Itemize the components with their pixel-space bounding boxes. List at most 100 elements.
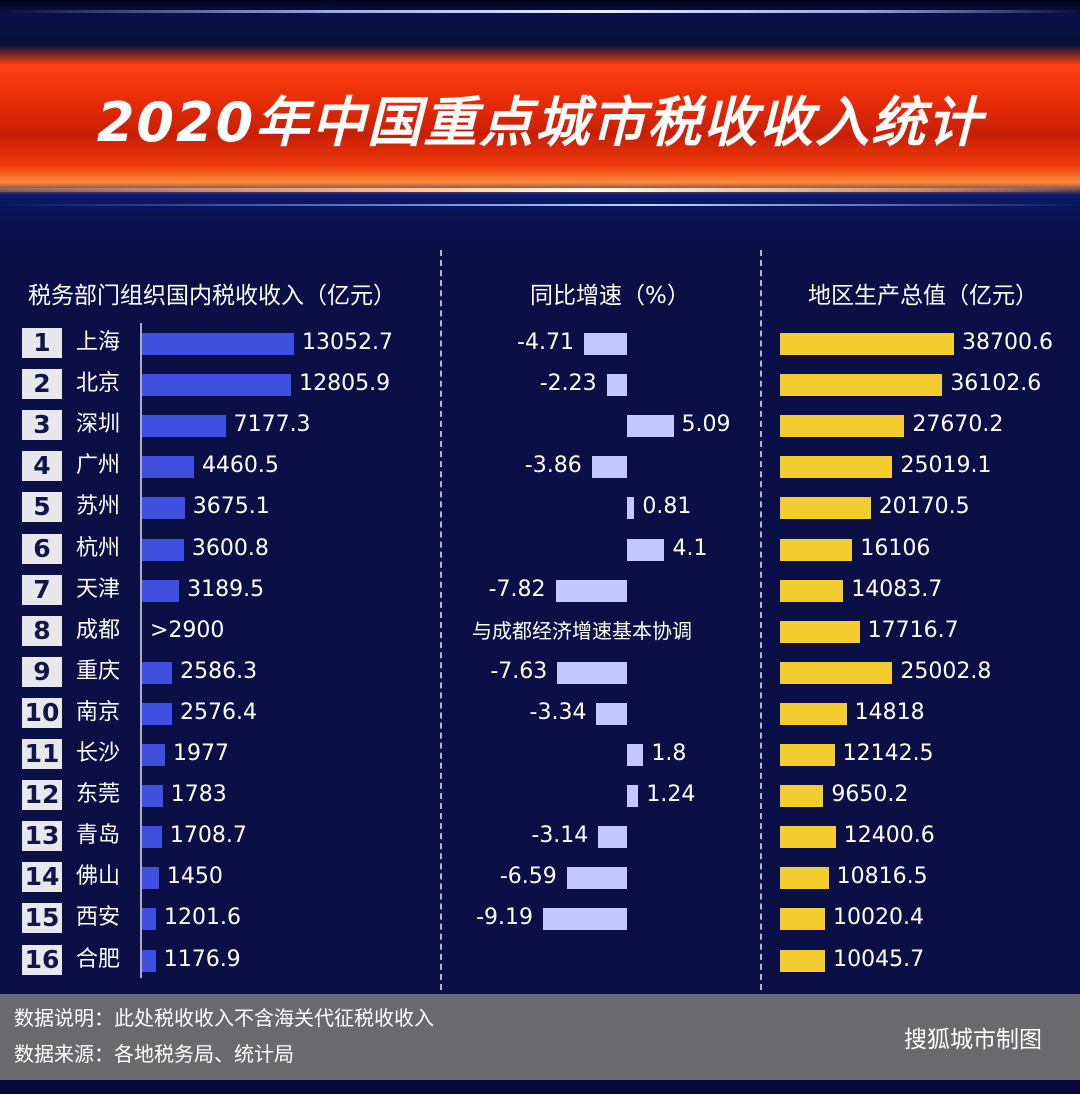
city-label: 成都 [76, 617, 121, 643]
rank-badge: 3 [22, 410, 62, 441]
tax-value-label: 3675.1 [192, 494, 270, 520]
table-row: 15 西安 1201.6 -9.19 10020.4 [0, 898, 1080, 939]
gdp-bar [780, 661, 893, 684]
tax-bar [142, 785, 163, 808]
gdp-value-label: 25019.1 [900, 453, 992, 479]
tax-value-label: 1977 [173, 741, 230, 766]
growth-value-label: 1.24 [646, 782, 696, 808]
city-label: 长沙 [76, 741, 121, 766]
gdp-bar [780, 949, 826, 972]
gdp-value-label: 12142.5 [842, 741, 934, 766]
city-label: 重庆 [76, 658, 121, 684]
tax-bar [142, 333, 294, 355]
table-row: 16 合肥 1176.9 10045.7 [0, 940, 1080, 981]
rank-badge: 12 [22, 780, 62, 811]
gdp-bar [780, 333, 954, 355]
growth-value-label: -6.59 [499, 864, 557, 890]
growth-bar [591, 456, 627, 479]
chart-title: 2020年中国重点城市税收收入统计 [96, 91, 984, 154]
city-label: 上海 [76, 330, 121, 355]
gdp-bar [780, 826, 836, 849]
rank-badge: 15 [22, 903, 62, 934]
tax-value-label: 2576.4 [180, 699, 257, 725]
growth-value-label: -3.14 [531, 823, 589, 849]
tax-value-label: 13052.7 [302, 330, 393, 355]
tax-value-label: 1176.9 [163, 946, 241, 972]
growth-value-label: 4.1 [672, 535, 708, 561]
growth-bar [555, 579, 627, 602]
gdp-value-label: 17716.7 [867, 617, 959, 643]
footer: 数据说明：此处税收收入不含海关代征税收收入 数据来源：各地税务局、统计局 搜狐城… [0, 994, 1080, 1080]
growth-value-label: -2.23 [539, 371, 597, 397]
growth-column-header: 同比增速（%） [530, 283, 690, 309]
tax-column-header: 税务部门组织国内税收收入（亿元） [28, 283, 396, 309]
tax-bar [142, 456, 194, 479]
title-banner: 2020年中国重点城市税收收入统计 [0, 0, 1080, 250]
tax-bar [142, 908, 156, 931]
gdp-value-label: 38700.6 [962, 330, 1053, 355]
growth-note: 与成都经济增速基本协调 [472, 618, 692, 643]
tax-value-label: 1708.7 [169, 823, 247, 849]
tax-value-label: >2900 [150, 617, 225, 643]
city-label: 天津 [76, 576, 121, 602]
growth-bar [557, 661, 627, 684]
tax-bar [142, 374, 292, 397]
tax-value-label: 3189.5 [187, 576, 265, 602]
city-label: 东莞 [76, 782, 121, 808]
bottom-edge [0, 1080, 1080, 1094]
gdp-value-label: 14083.7 [851, 576, 943, 602]
column-divider [760, 250, 762, 990]
data-note: 数据说明：此处税收收入不含海关代征税收收入 [14, 1006, 434, 1030]
tax-value-label: 1450 [166, 864, 223, 890]
rank-badge: 5 [22, 492, 62, 523]
growth-bar [596, 702, 627, 725]
table-row: 2 北京 12805.9 -2.23 36102.6 [0, 364, 1080, 405]
city-label: 南京 [76, 699, 121, 725]
rank-badge: 13 [22, 821, 62, 852]
growth-value-label: -7.63 [490, 658, 548, 684]
gdp-bar [780, 620, 860, 643]
tax-value-label: 12805.9 [299, 371, 391, 397]
tax-value-label: 1783 [170, 782, 227, 808]
gdp-column-header: 地区生产总值（亿元） [808, 283, 1038, 309]
credit: 搜狐城市制图 [904, 1027, 1042, 1053]
gdp-bar [780, 785, 824, 808]
gdp-value-label: 20170.5 [878, 494, 970, 520]
column-divider [440, 250, 442, 990]
rank-badge: 1 [22, 328, 62, 358]
gdp-bar [780, 579, 844, 602]
gdp-value-label: 27670.2 [912, 412, 1004, 438]
tax-bar [142, 579, 180, 602]
growth-bar [598, 826, 627, 849]
table-row: 13 青岛 1708.7 -3.14 12400.6 [0, 816, 1080, 857]
tax-bar [142, 744, 166, 766]
gdp-value-label: 10816.5 [836, 864, 928, 890]
rank-badge: 11 [22, 739, 62, 769]
data-source: 数据来源：各地税务局、统计局 [14, 1042, 294, 1066]
gdp-value-label: 14818 [854, 699, 925, 725]
growth-value-label: 0.81 [642, 494, 692, 520]
city-label: 北京 [76, 371, 121, 397]
gdp-value-label: 10045.7 [833, 946, 925, 972]
rank-badge: 8 [22, 615, 62, 646]
table-row: 12 东莞 1783 1.24 9650.2 [0, 775, 1080, 816]
growth-value-label: -3.34 [529, 699, 587, 725]
gdp-value-label: 36102.6 [950, 371, 1042, 397]
city-label: 广州 [76, 453, 121, 479]
tax-bar [142, 538, 184, 561]
tax-bar [142, 497, 185, 520]
gdp-bar [780, 702, 847, 725]
growth-bar [566, 867, 627, 890]
tax-value-label: 7177.3 [233, 412, 311, 438]
tax-value-label: 4460.5 [201, 453, 279, 479]
tax-bar [142, 415, 226, 438]
city-label: 佛山 [76, 864, 121, 890]
rank-badge: 10 [22, 697, 62, 728]
gdp-value-label: 9650.2 [831, 782, 909, 808]
growth-value-label: -7.82 [488, 576, 546, 602]
table-row: 10 南京 2576.4 -3.34 14818 [0, 693, 1080, 734]
growth-bar [543, 908, 627, 931]
tax-value-label: 2586.3 [180, 658, 258, 684]
tax-bar [142, 867, 159, 890]
